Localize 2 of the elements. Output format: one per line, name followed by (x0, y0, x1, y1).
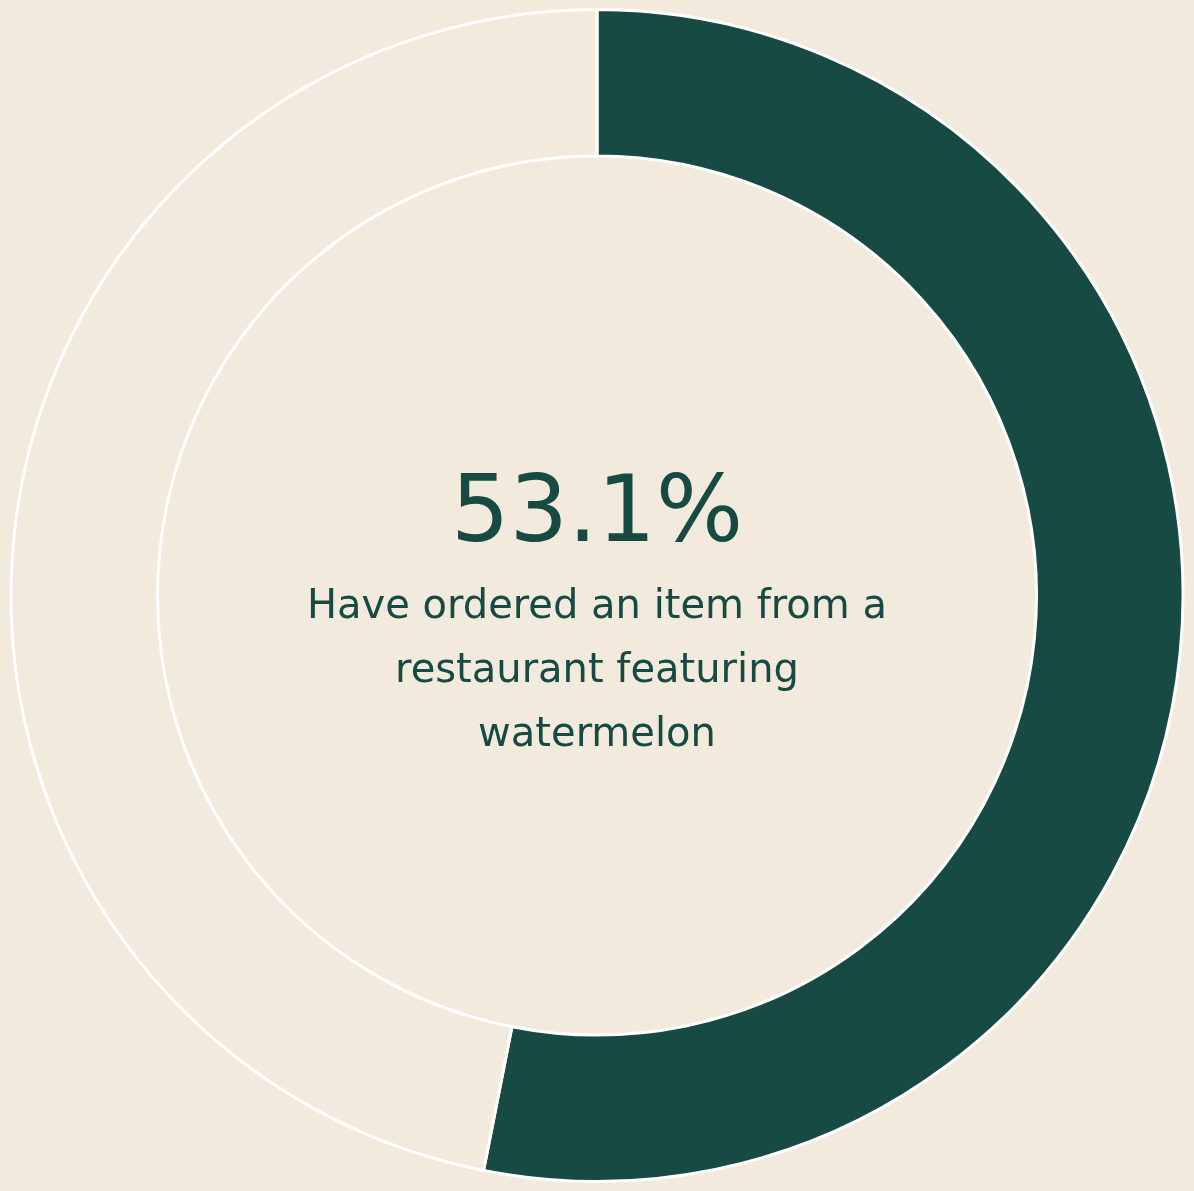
text: Have ordered an item from a restaurant featuring watermelon (306, 580, 888, 755)
data-label: 53.1% (450, 455, 744, 563)
